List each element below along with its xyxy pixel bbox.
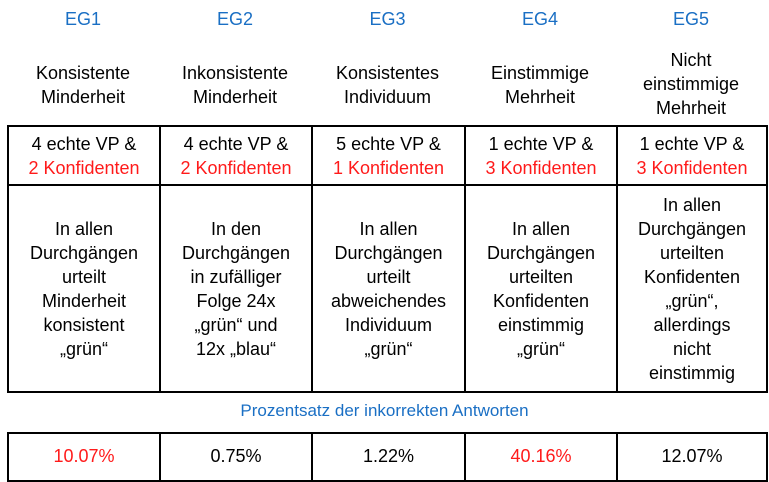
confederates-text: 3 Konfidenten <box>485 157 597 178</box>
description-line: Durchgängen <box>486 242 596 263</box>
title-line: Mehrheit <box>655 98 727 118</box>
real-participants-text: 1 echte VP & <box>488 133 594 154</box>
description-line: Minderheit <box>41 290 127 311</box>
description-line: einstimmig <box>497 314 585 335</box>
real-participants-text: 5 echte VP & <box>336 133 441 154</box>
description-line: In allen <box>359 218 418 239</box>
description-line: Durchgängen <box>334 242 443 263</box>
confederates-text: 1 Konfidenten <box>332 157 445 178</box>
title-line: einstimmige <box>642 74 740 94</box>
percentage-caption: Prozentsatz der inkorrekten Antworten <box>240 401 529 420</box>
real-participants-text: 4 echte VP & <box>183 133 289 154</box>
title-line: Minderheit <box>192 87 278 107</box>
description-line: „grün“, <box>665 290 719 311</box>
description-line: abweichendes <box>330 290 447 311</box>
percentage-table: 10.07% 0.75% 1.22% 40.16% 12.07% <box>7 432 768 482</box>
group-label-eg2: EG2 <box>216 9 254 29</box>
group-label-eg1: EG1 <box>64 9 102 29</box>
description-line: In allen <box>511 218 571 239</box>
title-line: Minderheit <box>40 87 126 107</box>
description-line: Durchgängen <box>29 242 139 263</box>
description-line: urteilt <box>366 266 411 287</box>
description-line: Konfidenten <box>643 266 741 287</box>
description-line: konsistent <box>43 314 125 335</box>
title-line: Mehrheit <box>504 87 576 107</box>
real-participants-text: 4 echte VP & <box>31 133 137 154</box>
composition-cell-eg5: 1 echte VP & 3 Konfidenten <box>616 125 768 186</box>
title-line: Konsistente <box>35 63 131 83</box>
description-line: In den <box>210 218 262 239</box>
real-participants-text: 1 echte VP & <box>639 133 745 154</box>
group-title-eg5: Nicht einstimmige Mehrheit <box>616 48 766 120</box>
composition-cell-eg3: 5 echte VP & 1 Konfidenten <box>311 125 466 186</box>
group-title-eg1: Konsistente Minderheit <box>7 61 159 109</box>
group-title-eg2: Inkonsistente Minderheit <box>159 61 311 109</box>
description-cell-eg1: In allen Durchgängen urteilt Minderheit … <box>7 184 161 393</box>
description-line: In allen <box>54 218 114 239</box>
description-cell-eg3: In allen Durchgängen urteilt abweichende… <box>311 184 466 393</box>
confederates-text: 2 Konfidenten <box>180 157 292 178</box>
description-line: urteilten <box>659 242 725 263</box>
description-line: allerdings <box>653 314 731 335</box>
title-line: Inkonsistente <box>181 63 289 83</box>
title-line: Konsistentes <box>335 63 440 83</box>
description-cell-eg5: In allen Durchgängen urteilten Konfident… <box>616 184 768 393</box>
group-title-eg4: Einstimmige Mehrheit <box>464 61 616 109</box>
description-line: „grün“ <box>364 338 413 359</box>
description-line: in zufälliger <box>190 266 282 287</box>
description-line: nicht <box>672 338 712 359</box>
group-title-eg3: Konsistentes Individuum <box>311 61 464 109</box>
description-line: einstimmig <box>648 362 736 383</box>
description-line: „grün“ <box>516 338 565 359</box>
title-line: Individuum <box>343 87 432 107</box>
title-line: Nicht <box>670 50 712 70</box>
composition-cell-eg4: 1 echte VP & 3 Konfidenten <box>464 125 618 186</box>
description-line: Durchgängen <box>637 218 747 239</box>
description-line: urteilt <box>61 266 106 287</box>
confederates-text: 2 Konfidenten <box>28 157 140 178</box>
description-line: „grün“ und <box>194 314 278 335</box>
description-line: 12x „blau“ <box>195 338 277 359</box>
composition-cell-eg1: 4 echte VP & 2 Konfidenten <box>7 125 161 186</box>
description-line: Folge 24x <box>196 290 276 311</box>
conditions-table: 4 echte VP & 2 Konfidenten 4 echte VP & … <box>7 125 768 393</box>
description-line: Individuum <box>344 314 433 335</box>
group-label-eg5: EG5 <box>672 9 710 29</box>
description-cell-eg2: In den Durchgängen in zufälliger Folge 2… <box>159 184 313 393</box>
description-line: „grün“ <box>59 338 108 359</box>
group-label-eg4: EG4 <box>521 9 559 29</box>
title-line: Einstimmige <box>490 63 590 83</box>
description-line: In allen <box>662 194 722 215</box>
description-line: Konfidenten <box>492 290 590 311</box>
composition-cell-eg2: 4 echte VP & 2 Konfidenten <box>159 125 313 186</box>
confederates-text: 3 Konfidenten <box>636 157 748 178</box>
description-cell-eg4: In allen Durchgängen urteilten Konfident… <box>464 184 618 393</box>
description-line: urteilten <box>508 266 574 287</box>
description-row: In allen Durchgängen urteilt Minderheit … <box>7 184 768 393</box>
composition-row: 4 echte VP & 2 Konfidenten 4 echte VP & … <box>7 125 768 186</box>
group-label-eg3: EG3 <box>369 9 406 29</box>
description-line: Durchgängen <box>181 242 291 263</box>
